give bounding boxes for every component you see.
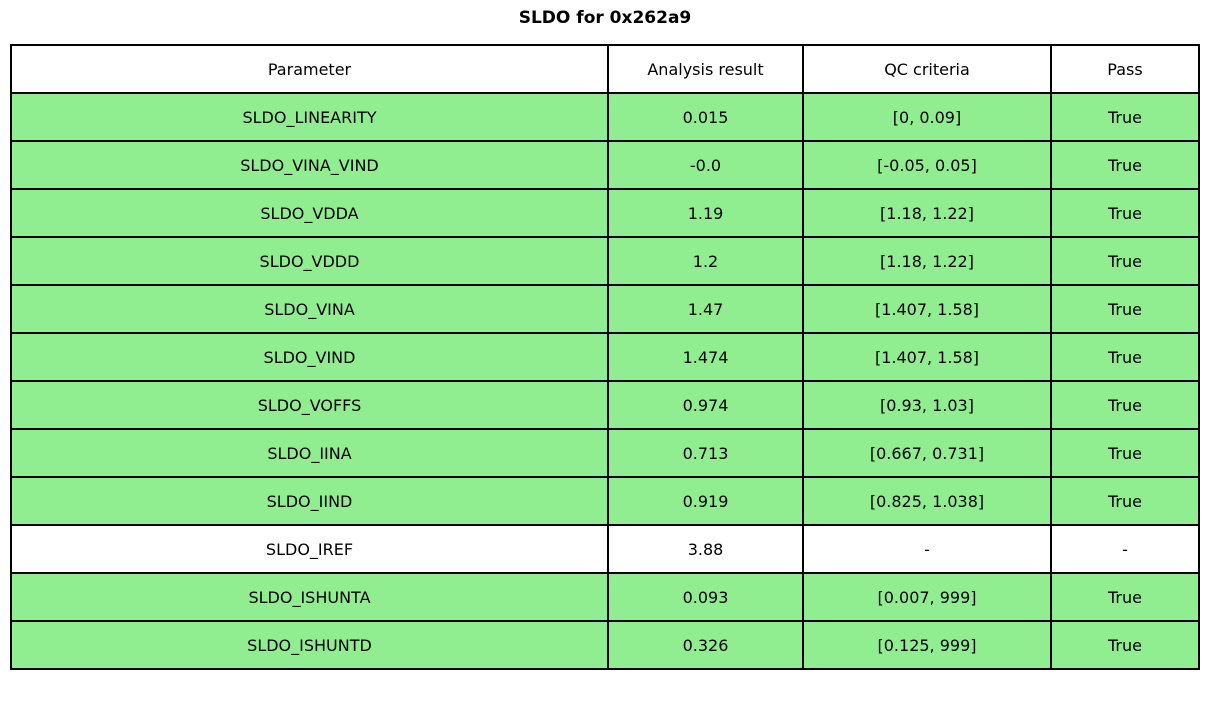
result-cell: 0.974 [607,380,804,430]
column-header-analysis-result: Analysis result [607,44,804,94]
result-cell: 0.015 [607,92,804,142]
criteria-cell: [0.825, 1.038] [802,476,1052,526]
column-header-pass: Pass [1050,44,1200,94]
criteria-cell: [-0.05, 0.05] [802,140,1052,190]
table-row: SLDO_VINA_VIND -0.0 [-0.05, 0.05] True [10,140,1200,190]
column-header-qc-criteria: QC criteria [802,44,1052,94]
parameter-cell: SLDO_VINA [10,284,609,334]
page-title: SLDO for 0x262a9 [518,8,692,28]
criteria-cell: - [802,524,1052,574]
parameter-cell: SLDO_IREF [10,524,609,574]
table-row: SLDO_VDDD 1.2 [1.18, 1.22] True [10,236,1200,286]
criteria-cell: [0.007, 999] [802,572,1052,622]
criteria-cell: [0.667, 0.731] [802,428,1052,478]
parameter-cell: SLDO_VDDA [10,188,609,238]
criteria-cell: [1.18, 1.22] [802,188,1052,238]
pass-cell: True [1050,572,1200,622]
result-cell: 1.19 [607,188,804,238]
pass-cell: - [1050,524,1200,574]
parameter-cell: SLDO_VINA_VIND [10,140,609,190]
table-row: SLDO_IINA 0.713 [0.667, 0.731] True [10,428,1200,478]
table-row: SLDO_VDDA 1.19 [1.18, 1.22] True [10,188,1200,238]
table-row: SLDO_LINEARITY 0.015 [0, 0.09] True [10,92,1200,142]
table-row: SLDO_VOFFS 0.974 [0.93, 1.03] True [10,380,1200,430]
table-row: SLDO_IIND 0.919 [0.825, 1.038] True [10,476,1200,526]
result-cell: 0.919 [607,476,804,526]
pass-cell: True [1050,92,1200,142]
result-cell: 1.47 [607,284,804,334]
table-header-row: Parameter Analysis result QC criteria Pa… [10,44,1200,94]
parameter-cell: SLDO_ISHUNTA [10,572,609,622]
result-cell: 0.713 [607,428,804,478]
pass-cell: True [1050,140,1200,190]
result-cell: -0.0 [607,140,804,190]
result-cell: 0.326 [607,620,804,670]
pass-cell: True [1050,428,1200,478]
parameter-cell: SLDO_VOFFS [10,380,609,430]
parameter-cell: SLDO_VIND [10,332,609,382]
pass-cell: True [1050,380,1200,430]
criteria-cell: [0.93, 1.03] [802,380,1052,430]
pass-cell: True [1050,284,1200,334]
pass-cell: True [1050,476,1200,526]
pass-cell: True [1050,188,1200,238]
result-cell: 1.474 [607,332,804,382]
table-row: SLDO_VIND 1.474 [1.407, 1.58] True [10,332,1200,382]
parameter-cell: SLDO_LINEARITY [10,92,609,142]
table-row: SLDO_IREF 3.88 - - [10,524,1200,574]
criteria-cell: [1.18, 1.22] [802,236,1052,286]
criteria-cell: [1.407, 1.58] [802,284,1052,334]
parameter-cell: SLDO_ISHUNTD [10,620,609,670]
criteria-cell: [0, 0.09] [802,92,1052,142]
result-cell: 0.093 [607,572,804,622]
qc-results-table: Parameter Analysis result QC criteria Pa… [10,44,1200,670]
result-cell: 3.88 [607,524,804,574]
pass-cell: True [1050,236,1200,286]
parameter-cell: SLDO_IINA [10,428,609,478]
pass-cell: True [1050,332,1200,382]
criteria-cell: [0.125, 999] [802,620,1052,670]
parameter-cell: SLDO_VDDD [10,236,609,286]
column-header-parameter: Parameter [10,44,609,94]
table-row: SLDO_ISHUNTA 0.093 [0.007, 999] True [10,572,1200,622]
criteria-cell: [1.407, 1.58] [802,332,1052,382]
table-row: SLDO_ISHUNTD 0.326 [0.125, 999] True [10,620,1200,670]
result-cell: 1.2 [607,236,804,286]
table-row: SLDO_VINA 1.47 [1.407, 1.58] True [10,284,1200,334]
pass-cell: True [1050,620,1200,670]
parameter-cell: SLDO_IIND [10,476,609,526]
